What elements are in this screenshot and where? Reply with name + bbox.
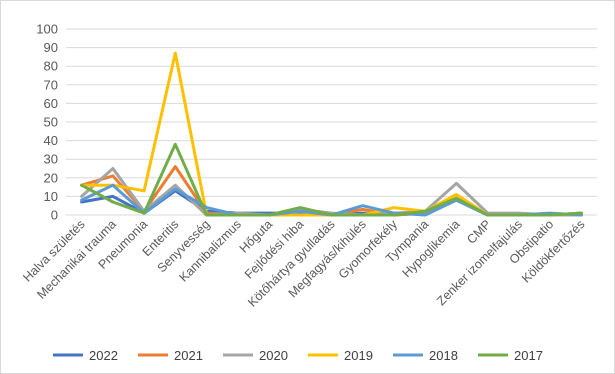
series-line-2019: [80, 51, 583, 217]
legend-label-2021: 2021: [174, 348, 203, 363]
y-tick-label: 40: [44, 133, 58, 148]
y-tick-label: 100: [36, 22, 58, 37]
legend: 2022 2021 2020 2019 2018 2017: [53, 348, 543, 363]
y-tick-label: 50: [44, 115, 58, 130]
y-tick-label: 30: [44, 152, 58, 167]
y-tick-label: 60: [44, 96, 58, 111]
legend-label-2017: 2017: [514, 348, 543, 363]
y-tick-label: 70: [44, 77, 58, 92]
y-tick-label: 10: [44, 189, 58, 204]
series-line-2020: [80, 167, 583, 217]
y-tick-label: 0: [51, 208, 58, 223]
y-tick-label: 20: [44, 170, 58, 185]
series-lines: [80, 51, 583, 217]
legend-label-2018: 2018: [429, 348, 458, 363]
y-tick-label: 80: [44, 59, 58, 74]
series-line-2021: [80, 165, 583, 217]
legend-label-2019: 2019: [344, 348, 373, 363]
y-axis-ticks: 0 10 20 30 40 50 60 70 80 90 100: [36, 22, 58, 223]
legend-label-2020: 2020: [259, 348, 288, 363]
legend-label-2022: 2022: [89, 348, 118, 363]
series-line-2017: [80, 142, 583, 217]
y-tick-label: 90: [44, 40, 58, 55]
